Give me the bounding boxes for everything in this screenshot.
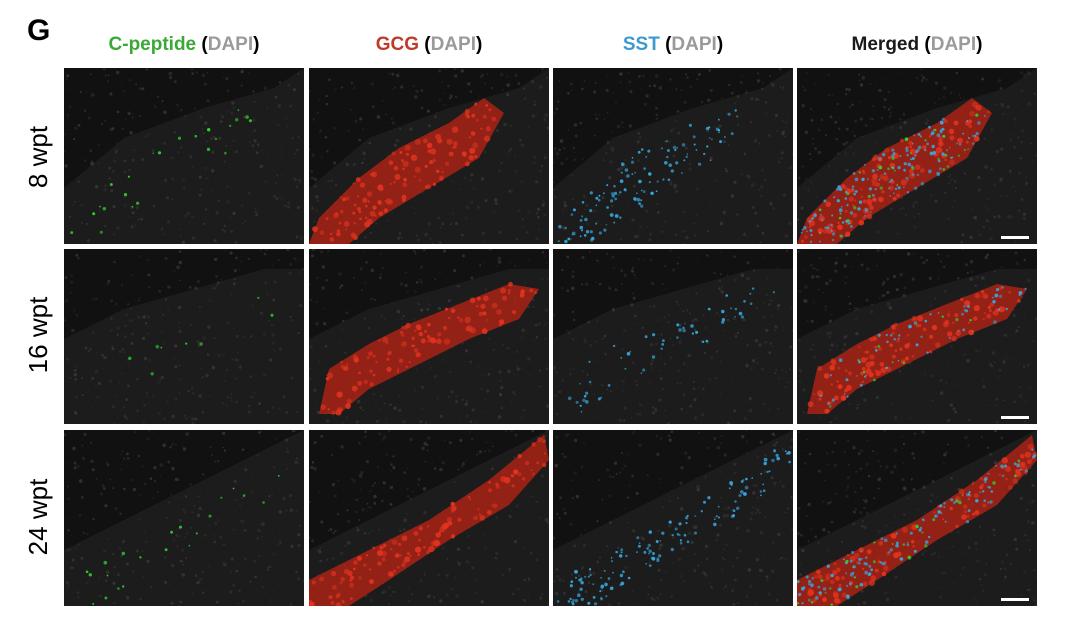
micrograph-c-peptide-24wpt xyxy=(64,430,304,606)
header-close: ) xyxy=(716,34,724,55)
column-header-gcg: GCG (DAPI) xyxy=(309,34,549,56)
tissue-region xyxy=(553,269,793,424)
micrograph-sst-16wpt xyxy=(553,249,793,424)
tissue-region xyxy=(64,269,304,424)
micrograph-c-peptide-8wpt xyxy=(64,68,304,244)
scale-bar xyxy=(1001,598,1029,601)
header-open: ( xyxy=(196,34,208,55)
micrograph-image xyxy=(797,249,1037,424)
tissue-region xyxy=(64,430,304,606)
header-close: ) xyxy=(475,34,483,55)
micrograph-image xyxy=(797,430,1037,606)
scale-bar xyxy=(1001,236,1029,239)
header-dapi: DAPI xyxy=(671,34,717,55)
header-main: Merged xyxy=(851,34,920,55)
column-header-sst: SST (DAPI) xyxy=(553,34,793,56)
header-main: SST xyxy=(622,34,660,55)
micrograph-gcg-8wpt xyxy=(309,68,549,244)
tissue-region xyxy=(64,68,304,244)
header-close: ) xyxy=(253,34,260,55)
micrograph-image xyxy=(309,249,549,424)
header-main: C-peptide xyxy=(108,34,197,55)
tissue-region xyxy=(553,430,793,606)
micrograph-c-peptide-16wpt xyxy=(64,249,304,424)
micrograph-image xyxy=(797,68,1037,244)
micrograph-merged-8wpt xyxy=(797,68,1037,244)
header-close: ) xyxy=(976,34,983,55)
gcg-islet-region xyxy=(319,284,539,414)
header-dapi: DAPI xyxy=(930,34,977,55)
row-label-24wpt: 24 wpt xyxy=(23,478,53,556)
header-open: ( xyxy=(418,34,431,55)
header-main: GCG xyxy=(375,34,419,55)
micrograph-image xyxy=(553,430,793,606)
micrograph-image xyxy=(553,68,793,244)
micrograph-image xyxy=(64,430,304,606)
micrograph-image xyxy=(309,68,549,244)
micrograph-image xyxy=(553,249,793,424)
tissue-region xyxy=(553,68,793,244)
micrograph-merged-24wpt xyxy=(797,430,1037,606)
header-open: ( xyxy=(919,34,931,55)
micrograph-image xyxy=(64,249,304,424)
scale-bar xyxy=(1001,416,1029,419)
column-header-merged: Merged (DAPI) xyxy=(797,34,1037,56)
row-label-16wpt: 16 wpt xyxy=(23,296,53,374)
gcg-islet-region xyxy=(309,435,549,606)
header-open: ( xyxy=(659,34,672,55)
panel-letter: G xyxy=(27,14,51,47)
micrograph-sst-8wpt xyxy=(553,68,793,244)
micrograph-image xyxy=(64,68,304,244)
micrograph-merged-16wpt xyxy=(797,249,1037,424)
column-header-c-peptide: C-peptide (DAPI) xyxy=(64,34,304,56)
header-dapi: DAPI xyxy=(207,34,254,55)
micrograph-image xyxy=(309,430,549,606)
micrograph-gcg-24wpt xyxy=(309,430,549,606)
micrograph-gcg-16wpt xyxy=(309,249,549,424)
micrograph-sst-24wpt xyxy=(553,430,793,606)
header-dapi: DAPI xyxy=(430,34,476,55)
row-label-8wpt: 8 wpt xyxy=(23,125,53,189)
